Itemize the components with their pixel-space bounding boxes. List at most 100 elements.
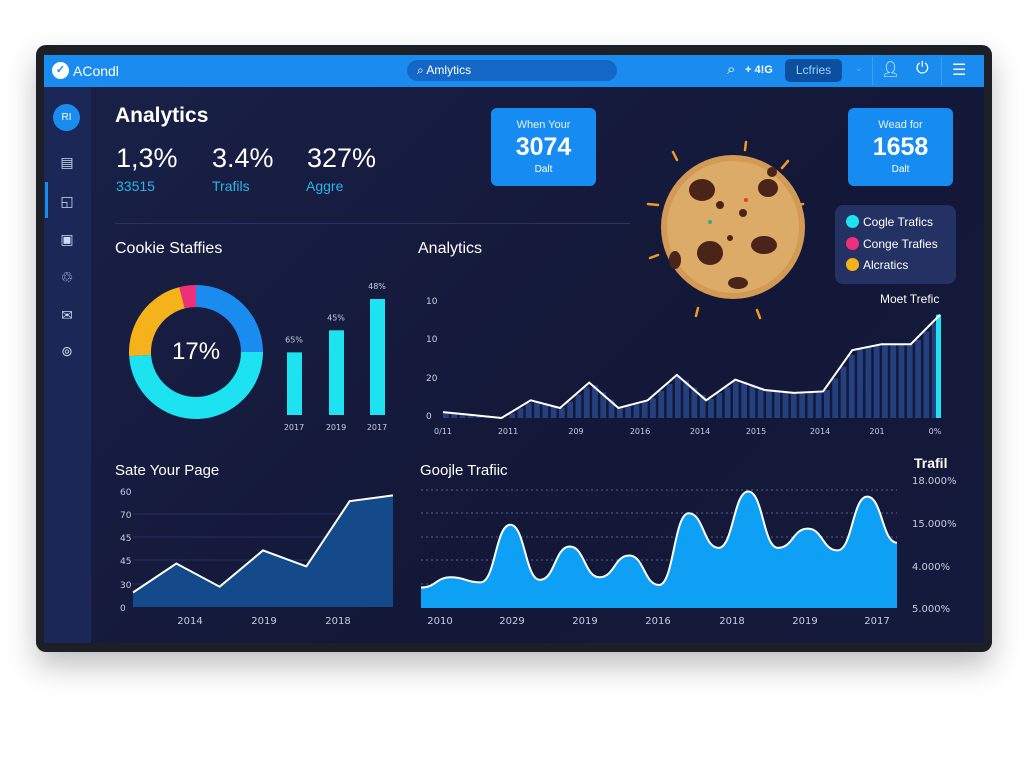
area-bar — [443, 412, 449, 418]
donut-slice — [196, 285, 263, 352]
series-line — [420, 490, 898, 589]
bar-data-label: 48% — [368, 282, 386, 291]
card-caption: Wead for — [878, 119, 923, 131]
search-icon[interactable]: ⌕ — [727, 61, 736, 78]
y-tick-label: 10 — [426, 297, 438, 307]
area-bar — [790, 392, 797, 418]
area-bar — [708, 398, 714, 418]
legend-swatch — [846, 258, 859, 271]
document-icon: ◱ — [60, 192, 74, 209]
donut-slice — [129, 287, 185, 357]
sidebar-item-settings[interactable]: ⊚ — [58, 342, 76, 360]
area-bar — [873, 345, 880, 418]
bar-data-label: 65% — [285, 335, 303, 344]
menu-icon[interactable]: ☰ — [952, 62, 967, 79]
area-bar — [567, 401, 574, 418]
stat-value: 327% — [307, 143, 377, 173]
counter-text: + 4!G — [745, 64, 773, 76]
y-tick-label: 0 — [426, 412, 432, 422]
area-bar — [782, 391, 789, 418]
section-title: Sate Your Page — [115, 462, 220, 479]
x-tick-label: 201 — [869, 427, 884, 436]
y-tick-label: 4.000% — [912, 562, 950, 573]
area-bar — [931, 323, 938, 418]
y-tick-label: 45 — [120, 557, 131, 567]
area-bar — [558, 407, 565, 418]
search-value: Amlytics — [426, 63, 472, 77]
bar — [329, 330, 344, 415]
user-icon[interactable]: 👤︎ — [881, 61, 901, 78]
x-tick-label: 2014 — [810, 427, 830, 436]
x-tick-label: 2017 — [864, 616, 889, 627]
mail-icon: ✉ — [61, 306, 73, 323]
area-bar — [699, 394, 706, 418]
avatar[interactable]: RI — [53, 104, 80, 131]
logo-text: ACondl — [73, 63, 119, 79]
area-bar — [741, 381, 747, 418]
logo-icon: ✓ — [52, 62, 69, 79]
legend-label: Conge Trafies — [863, 237, 938, 251]
card-value: 1658 — [872, 133, 929, 161]
area-bar — [865, 347, 872, 418]
card-value: 3074 — [515, 133, 572, 161]
y-tick-label: 45 — [120, 534, 131, 544]
sidebar-item-reports[interactable]: ◱ — [58, 192, 76, 210]
section-title: Goojle Trafiic — [420, 462, 508, 479]
id-card-icon: ▤ — [60, 153, 74, 170]
legend-label: Alcratics — [863, 258, 909, 272]
legend-item: Alcratics — [846, 258, 908, 272]
x-tick-label: 2018 — [325, 616, 350, 627]
sidebar-item-wallet[interactable]: ▣ — [58, 230, 76, 248]
donut-center-label: 17% — [172, 338, 221, 365]
chevron-down-icon[interactable]: ⌄ — [855, 63, 863, 73]
area-bar — [600, 392, 607, 418]
bar — [370, 299, 385, 415]
area-bar — [824, 390, 830, 418]
area-bar — [906, 344, 913, 418]
area-bar — [534, 401, 540, 418]
bar-data-label: 45% — [327, 313, 345, 322]
active-indicator — [45, 182, 48, 218]
sidebar-item-dashboard[interactable]: ▤ — [58, 153, 76, 171]
area-bar — [799, 392, 805, 418]
area-bar — [666, 383, 673, 418]
area-bar — [650, 398, 656, 418]
x-tick-label: 2014 — [177, 616, 202, 627]
y-tick-label: 0 — [120, 604, 126, 614]
area-bar — [807, 392, 814, 418]
power-icon[interactable]: ⏻ — [916, 60, 929, 77]
area-bar — [691, 387, 698, 418]
area-bar — [592, 385, 598, 418]
x-tick-label: 0/11 — [434, 427, 452, 436]
search-input[interactable]: ⌕ Amlytics — [407, 60, 617, 81]
area-bar — [757, 387, 764, 418]
y-tick-label: 18.000% — [912, 476, 957, 487]
y-tick-label: 60 — [120, 488, 132, 498]
header-button[interactable]: Lcfries — [785, 59, 842, 82]
header-button-label: Lcfries — [795, 63, 832, 77]
divider — [115, 223, 630, 224]
sidebar-item-trash[interactable]: ♲ — [58, 268, 76, 286]
area-bar — [509, 413, 516, 418]
sidebar-item-mail[interactable]: ✉ — [58, 306, 76, 324]
section-title: Moet Trefic — [880, 292, 940, 306]
area-bar — [716, 393, 723, 418]
x-tick-label: 2016 — [630, 427, 650, 436]
divider — [872, 57, 873, 85]
y-tick-label: 10 — [426, 335, 438, 345]
y-tick-label: 30 — [120, 581, 132, 591]
area-bar — [848, 354, 855, 418]
area-bar — [451, 412, 458, 418]
x-tick-label: 2014 — [690, 427, 710, 436]
area-bar — [525, 403, 532, 418]
section-title: Analytics — [418, 240, 483, 257]
area-bar — [674, 376, 681, 418]
divider — [941, 57, 942, 85]
area-bar — [840, 366, 847, 418]
area-bar — [517, 408, 524, 418]
x-tick-label: 2018 — [719, 616, 744, 627]
x-tick-label: 2019 — [251, 616, 276, 627]
series-line — [442, 314, 941, 420]
stat-card: Wead for 1658 Dalt — [848, 108, 953, 186]
